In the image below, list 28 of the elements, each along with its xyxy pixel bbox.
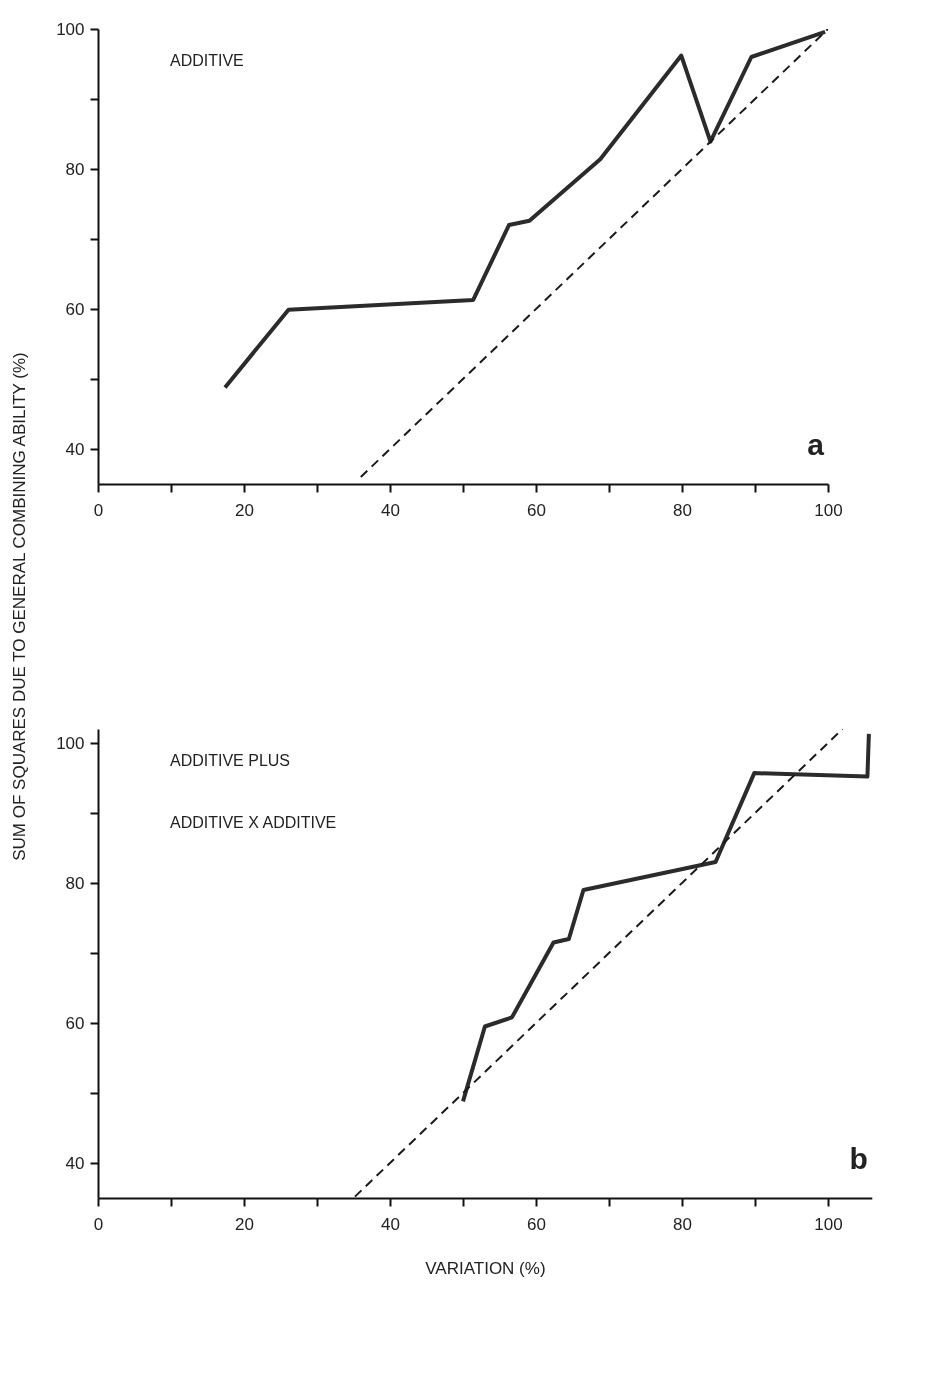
x-tick-label: 40 — [381, 500, 400, 520]
annotation: ADDITIVE — [170, 52, 244, 69]
x-tick-label: 100 — [814, 1214, 843, 1234]
y-tick-label: 60 — [65, 1013, 85, 1033]
x-tick-label: 100 — [814, 500, 843, 520]
y-tick-label: 40 — [65, 1153, 85, 1173]
y-tick-label: 100 — [56, 733, 85, 753]
x-tick-label: 60 — [527, 500, 546, 520]
y-tick-label: 60 — [65, 299, 85, 319]
y-tick-label: 40 — [65, 439, 85, 459]
x-tick-label: 0 — [93, 1214, 104, 1234]
x-tick-label: 80 — [673, 500, 692, 520]
x-tick-label: 40 — [381, 1214, 400, 1234]
annotation: ADDITIVE X ADDITIVE — [170, 814, 337, 831]
line-series — [461, 731, 871, 1104]
annotation: a — [807, 428, 825, 461]
x-tick-label: 60 — [527, 1214, 546, 1234]
x-tick-label: 0 — [93, 500, 104, 520]
y-tick-label: 80 — [65, 159, 85, 179]
x-tick-label: 80 — [673, 1214, 692, 1234]
annotation: b — [849, 1142, 868, 1175]
annotation: ADDITIVE PLUS — [170, 752, 291, 769]
y-tick-label: 100 — [56, 19, 85, 39]
x-tick-label: 20 — [235, 1214, 254, 1234]
x-tick-label: 20 — [235, 500, 254, 520]
x-axis-title: VARIATION (%) — [425, 1258, 546, 1278]
y-tick-label: 80 — [65, 873, 85, 893]
y-axis-title: SUM OF SQUARES DUE TO GENERAL COMBINING ABILITY (%) — [9, 352, 29, 861]
